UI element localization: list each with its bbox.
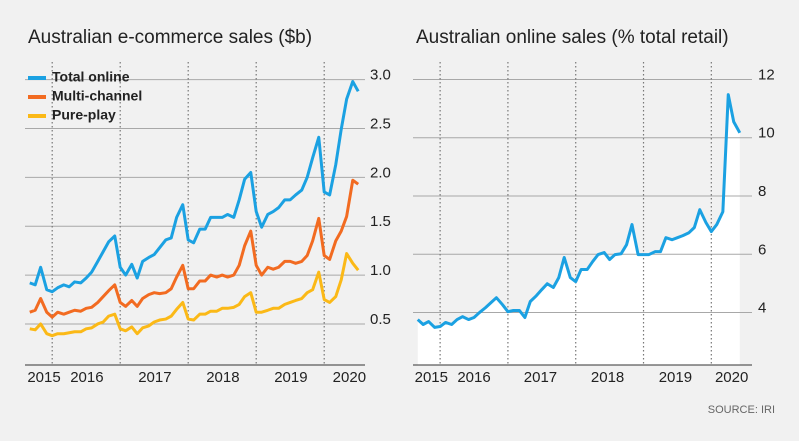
legend-label: Multi-channel bbox=[52, 88, 142, 104]
x-tick-label: 2016 bbox=[457, 369, 490, 386]
y-tick-label: 4 bbox=[758, 300, 766, 317]
x-tick-label: 2015 bbox=[27, 369, 60, 386]
y-tick-label: 2.0 bbox=[370, 164, 391, 181]
legend-label: Total online bbox=[52, 69, 130, 85]
x-tick-label: 2020 bbox=[333, 369, 366, 386]
x-tick-label: 2017 bbox=[524, 369, 557, 386]
y-tick-label: 2.5 bbox=[370, 115, 391, 132]
y-tick-label: 10 bbox=[758, 125, 775, 142]
series-line bbox=[29, 252, 360, 338]
y-tick-label: 0.5 bbox=[370, 311, 391, 328]
x-tick-label: 2016 bbox=[70, 369, 103, 386]
x-tick-label: 2019 bbox=[659, 369, 692, 386]
y-tick-label: 12 bbox=[758, 66, 775, 83]
source-note: SOURCE: IRI bbox=[708, 404, 775, 416]
y-tick-label: 1.0 bbox=[370, 262, 391, 279]
y-tick-label: 1.5 bbox=[370, 213, 391, 230]
x-tick-label: 2018 bbox=[591, 369, 624, 386]
x-tick-label: 2018 bbox=[206, 369, 239, 386]
legend-swatch bbox=[28, 76, 46, 80]
y-tick-label: 3.0 bbox=[370, 67, 391, 84]
x-tick-label: 2020 bbox=[715, 369, 748, 386]
chart-title: Australian online sales (% total retail) bbox=[416, 27, 729, 48]
legend-label: Pure-play bbox=[52, 107, 116, 123]
y-tick-label: 8 bbox=[758, 183, 766, 200]
chart: Australian e-commerce sales ($b) 0.5 1.0 1.… bbox=[25, 27, 391, 386]
legend-swatch bbox=[28, 114, 46, 118]
x-tick-label: 2015 bbox=[415, 369, 448, 386]
chart: Australian online sales (% total retail)… bbox=[413, 27, 775, 386]
series-line bbox=[29, 178, 360, 319]
series-line bbox=[29, 80, 360, 294]
x-tick-label: 2019 bbox=[274, 369, 307, 386]
series-line bbox=[416, 93, 742, 329]
y-tick-label: 6 bbox=[758, 241, 766, 258]
chart-title: Australian e-commerce sales ($b) bbox=[28, 27, 312, 48]
legend-swatch bbox=[28, 95, 46, 99]
x-tick-label: 2017 bbox=[138, 369, 171, 386]
area-fill bbox=[417, 94, 740, 365]
